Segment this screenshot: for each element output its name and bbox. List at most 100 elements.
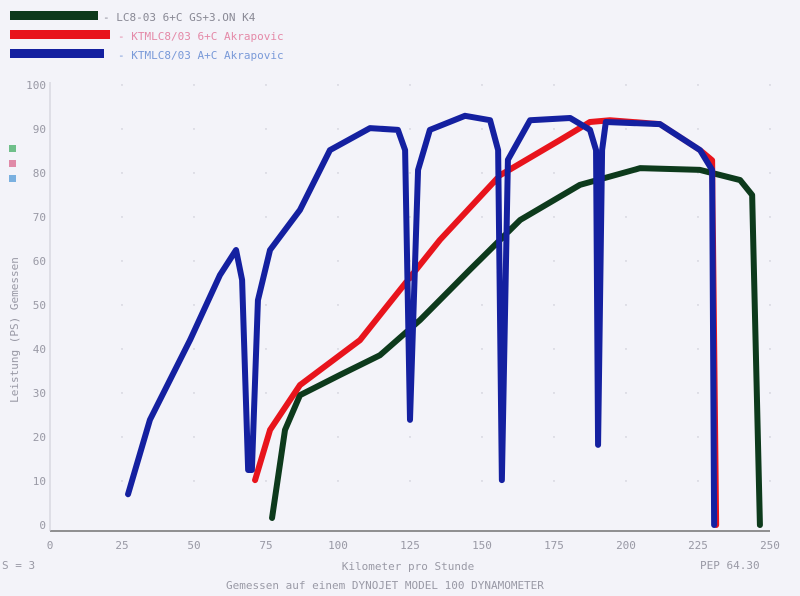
grid-dot (193, 260, 195, 262)
legend-markers (9, 145, 16, 182)
series-line-1 (252, 117, 720, 528)
grid-dot (769, 304, 771, 306)
grid-dot (697, 348, 699, 350)
grid-dot (337, 392, 339, 394)
legend-label-1: - KTMLC8/03 6+C Akrapovic (118, 30, 284, 43)
legend-marker-2 (9, 175, 16, 182)
grid-dot (193, 480, 195, 482)
grid-dot (193, 128, 195, 130)
grid-dot (697, 216, 699, 218)
grid-dot (553, 260, 555, 262)
grid-dot (553, 480, 555, 482)
smoothing-label: S = 3 (2, 559, 35, 572)
y-tick-label: 50 (33, 299, 46, 312)
series-line-0 (269, 165, 763, 528)
grid-dot (553, 392, 555, 394)
grid-dot (265, 216, 267, 218)
grid-dot (121, 172, 123, 174)
grid-dot (481, 304, 483, 306)
grid-dot (481, 172, 483, 174)
grid-dot (481, 216, 483, 218)
grid-dot (121, 84, 123, 86)
grid-dot (337, 436, 339, 438)
grid-dot (625, 436, 627, 438)
grid-dot (625, 304, 627, 306)
grid-dot (625, 260, 627, 262)
grid-dot (409, 480, 411, 482)
grid-dot (769, 348, 771, 350)
grid-dot (769, 172, 771, 174)
grid-dot (553, 436, 555, 438)
x-tick-label: 225 (688, 539, 708, 552)
grid-dot (337, 216, 339, 218)
series-line-2 (125, 112, 718, 528)
x-tick-label: 25 (115, 539, 128, 552)
grid-dot (265, 172, 267, 174)
grid-dot (265, 304, 267, 306)
y-tick-label: 10 (33, 475, 46, 488)
legend-label-2: - KTMLC8/03 A+C Akrapovic (118, 49, 284, 62)
grid-dot (625, 128, 627, 130)
legend-marker-0 (9, 145, 16, 152)
grid-dot (625, 216, 627, 218)
grid-dot (481, 392, 483, 394)
grid-dot (553, 128, 555, 130)
grid-dot (697, 304, 699, 306)
grid-dot (481, 84, 483, 86)
grid-dot (409, 172, 411, 174)
y-tick-label: 60 (33, 255, 46, 268)
y-tick-label: 80 (33, 167, 46, 180)
series-lines (125, 112, 763, 528)
legend-swatch-0 (10, 11, 98, 20)
corner-note: PEP 64.30 (700, 559, 760, 572)
x-tick-label: 125 (400, 539, 420, 552)
grid-dot (625, 84, 627, 86)
footer-text: Gemessen auf einem DYNOJET MODEL 100 DYN… (226, 579, 544, 592)
grid-dot (121, 480, 123, 482)
grid-dot (769, 480, 771, 482)
grid-dot (193, 172, 195, 174)
grid-dot (121, 216, 123, 218)
grid-dot (337, 260, 339, 262)
grid-dot (409, 436, 411, 438)
grid-dot (697, 128, 699, 130)
legend-marker-1 (9, 160, 16, 167)
grid-dot (193, 392, 195, 394)
grid-dot (337, 348, 339, 350)
legend-swatch-2 (10, 49, 104, 58)
grid-dot (697, 480, 699, 482)
x-axis-label: Kilometer pro Stunde (342, 560, 474, 573)
x-tick-label: 150 (472, 539, 492, 552)
grid-dot (625, 480, 627, 482)
legend-swatch-1 (10, 30, 110, 39)
grid-dot (121, 436, 123, 438)
legend-label-0: - LC8-03 6+C GS+3.ON K4 (103, 11, 256, 24)
grid-dot (769, 128, 771, 130)
grid-dot (193, 436, 195, 438)
grid-dot (625, 392, 627, 394)
y-tick-label: 40 (33, 343, 46, 356)
grid-dot (769, 436, 771, 438)
grid-dot (265, 348, 267, 350)
grid-dot (337, 84, 339, 86)
legend: - LC8-03 6+C GS+3.ON K4 - KTMLC8/03 6+C A… (10, 11, 284, 62)
grid-dot (193, 304, 195, 306)
y-tick-label: 30 (33, 387, 46, 400)
grid-dot (697, 392, 699, 394)
grid-dot (553, 216, 555, 218)
y-axis-label: Leistung (PS) Gemessen (8, 257, 21, 403)
grid-dot (265, 480, 267, 482)
grid-dot (265, 128, 267, 130)
x-tick-label: 75 (259, 539, 272, 552)
grid-dot (193, 216, 195, 218)
grid-dot (697, 84, 699, 86)
grid-dot (625, 348, 627, 350)
x-tick-label: 0 (47, 539, 54, 552)
grid-dot (697, 436, 699, 438)
grid-dot (769, 260, 771, 262)
x-tick-label: 200 (616, 539, 636, 552)
y-tick-label: 0 (39, 519, 46, 532)
grid-dot (553, 84, 555, 86)
grid-dot (337, 128, 339, 130)
